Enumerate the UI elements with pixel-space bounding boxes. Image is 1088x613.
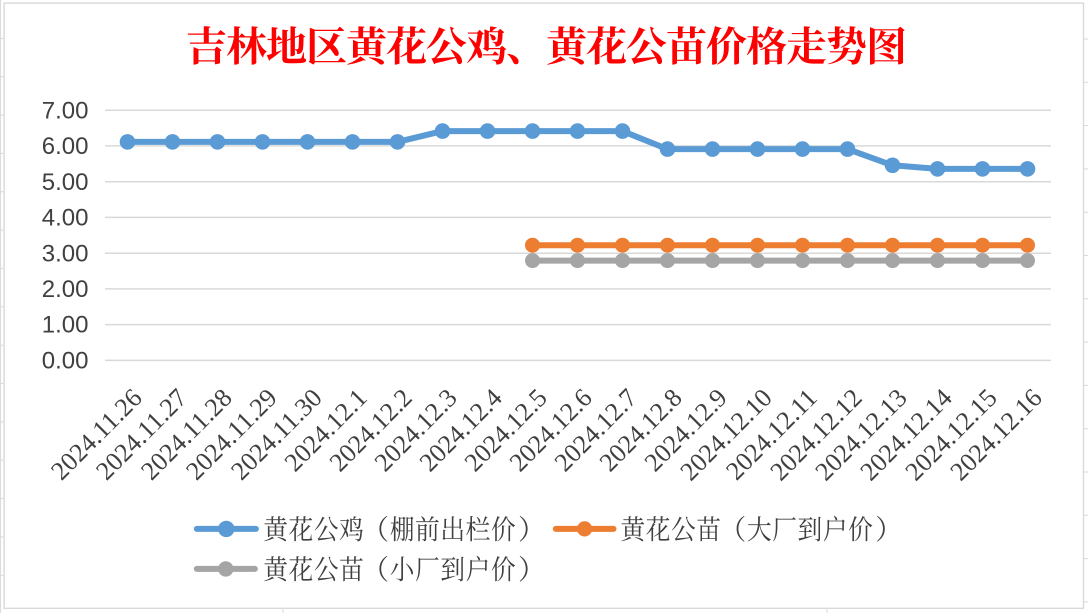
svg-text:0.00: 0.00 [42,348,89,375]
svg-text:5.00: 5.00 [42,169,89,196]
svg-text:7.00: 7.00 [42,97,89,124]
svg-text:3.00: 3.00 [42,240,89,267]
svg-text:4.00: 4.00 [42,205,89,232]
svg-text:6.00: 6.00 [42,133,89,160]
svg-text:1.00: 1.00 [42,312,89,339]
svg-text:2.00: 2.00 [42,276,89,303]
